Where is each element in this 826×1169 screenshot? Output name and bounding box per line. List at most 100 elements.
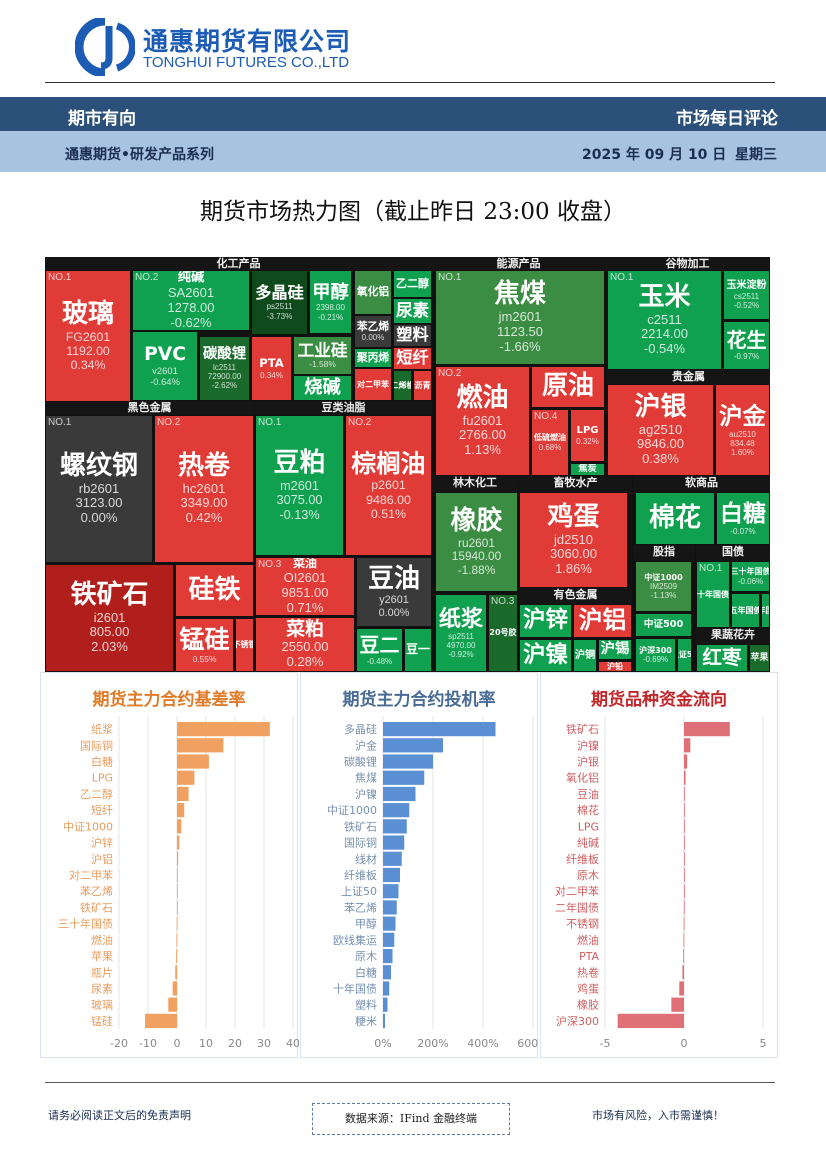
bar [383, 997, 388, 1012]
heatmap-tile[interactable]: PTA 0.34% [251, 336, 292, 401]
tile-code: IM2509 [649, 581, 678, 591]
tile-change: -2.62% [211, 381, 238, 391]
heatmap-tile[interactable]: NO.2 燃油 fu2601 2766.00 1.13% [435, 366, 530, 476]
category-label: 甲醇 [355, 917, 377, 931]
category-label: 沪锌 [91, 836, 113, 850]
heatmap-tile[interactable]: 红枣 [696, 644, 748, 672]
heatmap-tile[interactable]: 菜粕 2550.00 0.28% [255, 617, 355, 672]
bar [172, 981, 177, 996]
bar [145, 1013, 177, 1028]
heatmap-tile[interactable]: 沪铝 [573, 604, 632, 638]
heatmap-tile[interactable]: 硅铁 [175, 564, 254, 617]
heatmap-tile[interactable]: 锰硅 0.55% [175, 618, 234, 672]
heatmap-tile[interactable]: 豆油 y2601 0.00% [356, 557, 432, 627]
rank-badge: NO.2 [348, 417, 372, 428]
heatmap-tile[interactable]: NO.4 低硫燃油 0.68% [531, 409, 569, 476]
heatmap-tile[interactable]: 烧碱 [293, 375, 352, 401]
disclaimer-link[interactable]: 请务必阅读正文后的免责声明 [48, 1109, 191, 1122]
heatmap-tile[interactable]: NO.1 玉米 c2511 2214.00 -0.54% [607, 270, 722, 370]
heatmap-tile[interactable]: 碳酸锂 lc2511 72900.00 -2.62% [199, 336, 250, 401]
tile-change: -0.62% [170, 314, 212, 330]
heatmap-tile[interactable]: 中证1000 IM2509 -1.13% [635, 561, 692, 612]
heatmap-tile[interactable]: 三十年国债 -0.06% [731, 561, 770, 592]
heatmap-tile[interactable]: 苹果 [749, 644, 770, 672]
tile-name: 焦煤 [493, 279, 546, 310]
heatmap-tile[interactable]: 短纤 [393, 347, 432, 370]
heatmap-tile[interactable]: 纸浆 sp2511 4970.00 -0.92% [435, 594, 487, 672]
heatmap-tile[interactable]: NO.2 纯碱 SA2601 1278.00 -0.62% [132, 270, 250, 331]
heatmap-tile[interactable]: 沥青 [413, 370, 432, 401]
heatmap-tile[interactable]: 沪深300 -0.69% [635, 638, 676, 672]
heatmap-tile[interactable]: 乙二醇 [393, 270, 432, 298]
heatmap-tile[interactable]: 上证50 [677, 638, 692, 672]
category-label: 豆油 [577, 787, 599, 801]
heatmap-tile[interactable]: 对二甲苯 [354, 368, 392, 401]
tile-change: 0.42% [185, 510, 223, 526]
heatmap-tile[interactable]: 鸡蛋 jd2510 3060.00 1.86% [519, 492, 628, 588]
heatmap-tile[interactable]: 不锈钢 [235, 618, 254, 672]
heatmap-tile[interactable]: 花生 -0.97% [723, 321, 770, 370]
heatmap-tile[interactable]: 沪锡 [598, 639, 632, 660]
heatmap-tile[interactable]: 白糖 -0.07% [716, 492, 770, 545]
tile-name: 上证50 [678, 650, 692, 660]
heatmap-tile[interactable]: 沪金 au2510 834.48 1.60% [715, 384, 770, 476]
heatmap-tile[interactable]: 豆二 -0.48% [356, 628, 403, 672]
heatmap-tile[interactable]: 五年国债 [731, 593, 760, 628]
heatmap-tile[interactable]: 塑料 [393, 324, 432, 347]
category-label: 铁矿石 [80, 901, 113, 914]
heatmap-tile[interactable]: 二年国债 [761, 593, 770, 628]
heatmap-tile[interactable]: 原油 [531, 366, 605, 408]
sector-header: 有色金属 [519, 588, 632, 604]
heatmap-tile[interactable]: 中证500 [635, 613, 692, 637]
bar [177, 900, 178, 915]
futures-heatmap: 化工产品 能源产品 谷物加工 黑色金属 豆类油脂 贵金属 林木化工 畜牧水产 软商品 有色金属 股指… [45, 257, 770, 672]
tile-change: 0.00% [361, 333, 385, 343]
heatmap-tile[interactable]: 沪镍 [519, 639, 572, 672]
heatmap-tile[interactable]: 聚丙烯 [354, 348, 392, 368]
heatmap-tile[interactable]: 铁矿石 i2601 805.00 2.03% [45, 564, 174, 672]
heatmap-tile[interactable]: NO.2 棕榈油 p2601 9486.00 0.51% [345, 415, 432, 556]
heatmap-tile[interactable]: NO.1 十年国债 [696, 561, 730, 628]
category-label: 燃油 [91, 933, 113, 947]
heatmap-tile[interactable]: 沪银 ag2510 9846.00 0.38% [607, 384, 714, 476]
heatmap-tile[interactable]: 氧化铝 [354, 270, 392, 315]
heatmap-tile[interactable]: NO.1 豆粕 m2601 3075.00 -0.13% [255, 415, 344, 556]
tile-change: 1.86% [555, 561, 592, 577]
heatmap-tile[interactable]: NO.2 热卷 hc2601 3349.00 0.42% [154, 415, 254, 563]
tile-price: 2766.00 [459, 427, 506, 443]
tile-name: 红枣 [702, 645, 742, 669]
heatmap-tile[interactable]: NO.1 玻璃 FG2601 1192.00 0.34% [45, 270, 131, 402]
heatmap-tile[interactable]: 棉花 [635, 492, 715, 545]
heatmap-tile[interactable]: 沪锌 [519, 604, 572, 638]
heatmap-tile[interactable]: 豆一 [404, 628, 432, 672]
heatmap-tile[interactable]: 沪铜 [573, 639, 597, 672]
heatmap-tile[interactable]: NO.1 焦煤 jm2601 1123.50 -1.66% [435, 270, 605, 365]
heatmap-tile[interactable]: NO.3 20号胶 [488, 594, 518, 672]
tile-price: 3060.00 [550, 546, 597, 562]
heatmap-tile[interactable]: 沪铅 [598, 661, 632, 672]
heatmap-tile[interactable]: 橡胶 ru2601 15940.00 -1.88% [435, 492, 518, 592]
tile-change: 0.68% [538, 442, 562, 452]
tile-name: 硅铁 [188, 574, 241, 605]
heatmap-tile[interactable]: 尿素 [393, 298, 432, 324]
bar [177, 722, 270, 737]
heatmap-tile[interactable]: NO.3 菜油 OI2601 9851.00 0.71% [255, 557, 355, 616]
heatmap-tile[interactable]: NO.1 螺纹钢 rb2601 3123.00 0.00% [45, 415, 153, 563]
heatmap-tile[interactable]: 苯乙烯 0.00% [354, 315, 392, 348]
heatmap-tile[interactable]: 甲醇 2398.00 -0.21% [309, 270, 352, 334]
heatmap-tile[interactable]: 工业硅 -1.58% [293, 336, 352, 375]
heatmap-tile[interactable]: PVC v2601 -0.64% [132, 331, 198, 401]
heatmap-tile[interactable]: 玉米淀粉 cs2511 -0.52% [723, 270, 770, 320]
bar [177, 770, 195, 785]
tile-name: 多晶硅 [255, 282, 304, 302]
category-label: 纸浆 [91, 722, 113, 736]
heatmap-tile[interactable]: 焦炭 [570, 463, 605, 476]
column-bar: 期市有向 市场每日评论 [0, 97, 826, 131]
tile-name: 沪锌 [522, 607, 569, 634]
x-tick-label: 30 [257, 1037, 271, 1050]
tile-code: sp2511 [448, 631, 474, 641]
heatmap-tile[interactable]: LPG 0.32% [570, 409, 605, 462]
heatmap-tile[interactable]: 丁二烯橡胶 [393, 370, 412, 401]
heatmap-tile[interactable]: 多晶硅 ps2511 -3.73% [251, 270, 308, 335]
bar [684, 770, 686, 785]
